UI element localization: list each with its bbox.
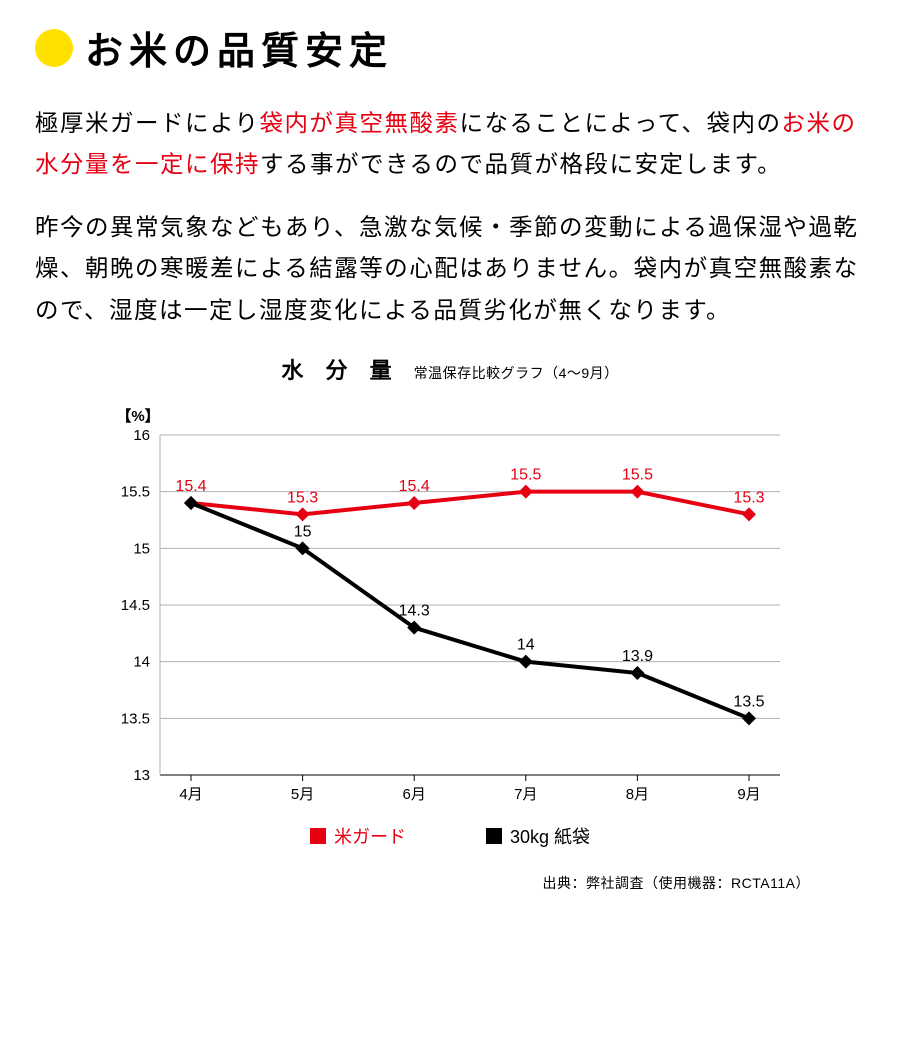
svg-text:15.4: 15.4 <box>175 478 206 495</box>
svg-text:7月: 7月 <box>514 786 537 803</box>
svg-text:15: 15 <box>133 540 150 557</box>
chart-title-row: 水 分 量 常温保存比較グラフ（4～9月） <box>90 353 810 385</box>
svg-text:15.3: 15.3 <box>287 489 318 506</box>
svg-text:14.3: 14.3 <box>399 602 430 619</box>
svg-text:14: 14 <box>133 653 150 670</box>
svg-text:13.5: 13.5 <box>733 693 764 710</box>
legend-label-2: 30kg 紙袋 <box>510 823 590 849</box>
paragraph-2: 昨今の異常気象などもあり、急激な気候・季節の変動による過保湿や過乾燥、朝晩の寒暖… <box>35 207 865 330</box>
svg-text:16: 16 <box>133 427 150 444</box>
legend-swatch-2 <box>486 828 502 844</box>
chart-legend: 米ガード 30kg 紙袋 <box>90 823 810 849</box>
svg-text:8月: 8月 <box>626 786 649 803</box>
p1-mid: になることによって、袋内の <box>460 110 782 136</box>
svg-text:15.5: 15.5 <box>622 466 653 483</box>
legend-swatch-1 <box>310 828 326 844</box>
paragraph-1: 極厚米ガードにより袋内が真空無酸素になることによって、袋内のお米の水分量を一定に… <box>35 103 865 185</box>
heading-text: お米の品質安定 <box>85 20 393 75</box>
svg-text:13.9: 13.9 <box>622 648 653 665</box>
chart-container: 水 分 量 常温保存比較グラフ（4～9月） 13 13.5 14 14.5 15 15.5… <box>90 353 810 893</box>
p1-hl1: 袋内が真空無酸素 <box>260 110 460 136</box>
legend-item-2: 30kg 紙袋 <box>486 823 590 849</box>
svg-text:【%】: 【%】 <box>116 407 159 425</box>
svg-text:9月: 9月 <box>737 786 760 803</box>
p1-pre: 極厚米ガードにより <box>35 110 260 136</box>
svg-text:15.4: 15.4 <box>399 478 430 495</box>
svg-text:13.5: 13.5 <box>121 710 150 727</box>
legend-label-1: 米ガード <box>334 823 406 849</box>
chart-source: 出典：弊社調査（使用機器：RCTA11A） <box>90 873 810 893</box>
svg-text:15.5: 15.5 <box>121 483 150 500</box>
bullet-icon <box>35 29 73 67</box>
svg-text:14: 14 <box>517 636 535 653</box>
svg-text:15.5: 15.5 <box>510 466 541 483</box>
chart-title: 水 分 量 <box>281 353 399 385</box>
section-heading: お米の品質安定 <box>35 20 865 75</box>
legend-item-1: 米ガード <box>310 823 406 849</box>
svg-text:15.3: 15.3 <box>733 489 764 506</box>
chart-subtitle: 常温保存比較グラフ（4～9月） <box>414 363 619 383</box>
p1-post: する事ができるので品質が格段に安定します。 <box>260 151 782 177</box>
svg-text:14.5: 14.5 <box>121 597 150 614</box>
svg-text:6月: 6月 <box>403 786 426 803</box>
line-chart: 13 13.5 14 14.5 15 15.5 16 【%】 4月 5月 6月 7月 8月 9月 15.4 1… <box>90 395 810 815</box>
svg-text:15: 15 <box>294 523 312 540</box>
svg-text:4月: 4月 <box>179 786 202 803</box>
svg-text:5月: 5月 <box>291 786 314 803</box>
svg-text:13: 13 <box>133 767 150 784</box>
